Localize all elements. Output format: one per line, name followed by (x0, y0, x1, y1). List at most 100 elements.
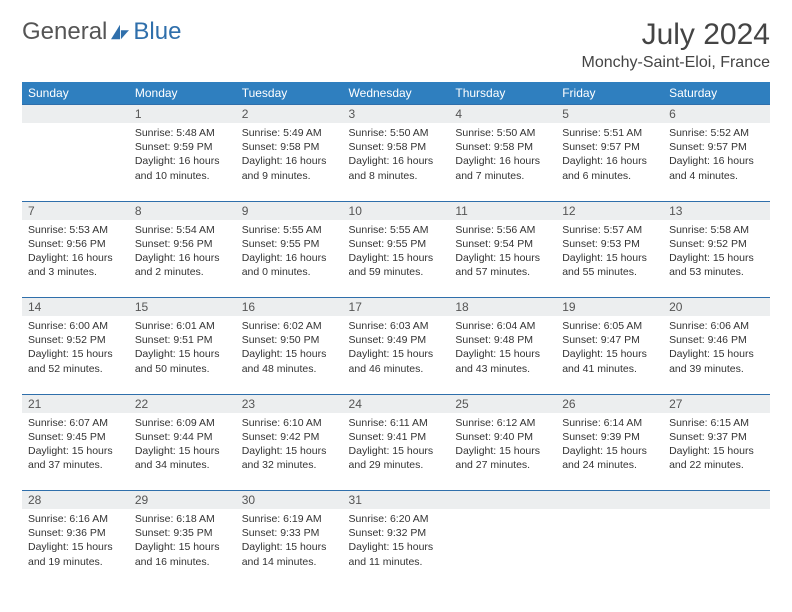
daylight-text: Daylight: 15 hours and 57 minutes. (455, 251, 550, 279)
sunrise-text: Sunrise: 6:20 AM (349, 512, 444, 526)
day-header: Monday (129, 82, 236, 105)
day-header: Tuesday (236, 82, 343, 105)
logo-sail-icon (109, 23, 131, 41)
sunrise-text: Sunrise: 6:10 AM (242, 416, 337, 430)
day-details-cell: Sunrise: 6:18 AMSunset: 9:35 PMDaylight:… (129, 509, 236, 587)
sunset-text: Sunset: 9:49 PM (349, 333, 444, 347)
day-header: Friday (556, 82, 663, 105)
day-details-cell: Sunrise: 5:58 AMSunset: 9:52 PMDaylight:… (663, 220, 770, 298)
daynum-row: 14151617181920 (22, 298, 770, 317)
day-number-cell (22, 105, 129, 124)
day-details-cell: Sunrise: 6:07 AMSunset: 9:45 PMDaylight:… (22, 413, 129, 491)
daylight-text: Daylight: 15 hours and 16 minutes. (135, 540, 230, 568)
details-row: Sunrise: 6:07 AMSunset: 9:45 PMDaylight:… (22, 413, 770, 491)
sunset-text: Sunset: 9:42 PM (242, 430, 337, 444)
sunrise-text: Sunrise: 5:51 AM (562, 126, 657, 140)
daylight-text: Daylight: 15 hours and 14 minutes. (242, 540, 337, 568)
daylight-text: Daylight: 15 hours and 27 minutes. (455, 444, 550, 472)
sunset-text: Sunset: 9:52 PM (669, 237, 764, 251)
sunrise-text: Sunrise: 6:02 AM (242, 319, 337, 333)
sunrise-text: Sunrise: 5:50 AM (349, 126, 444, 140)
day-number-cell: 6 (663, 105, 770, 124)
day-details-cell: Sunrise: 6:20 AMSunset: 9:32 PMDaylight:… (343, 509, 450, 587)
sunrise-text: Sunrise: 6:15 AM (669, 416, 764, 430)
sunrise-text: Sunrise: 6:05 AM (562, 319, 657, 333)
sunset-text: Sunset: 9:56 PM (135, 237, 230, 251)
sunset-text: Sunset: 9:53 PM (562, 237, 657, 251)
day-details-cell: Sunrise: 6:12 AMSunset: 9:40 PMDaylight:… (449, 413, 556, 491)
logo: General Blue (22, 18, 181, 46)
day-number-cell (556, 491, 663, 510)
sunset-text: Sunset: 9:47 PM (562, 333, 657, 347)
day-number-cell: 23 (236, 394, 343, 413)
day-details-cell: Sunrise: 5:48 AMSunset: 9:59 PMDaylight:… (129, 123, 236, 201)
daylight-text: Daylight: 16 hours and 6 minutes. (562, 154, 657, 182)
day-number-cell: 20 (663, 298, 770, 317)
day-number-cell: 27 (663, 394, 770, 413)
daylight-text: Daylight: 15 hours and 48 minutes. (242, 347, 337, 375)
sunrise-text: Sunrise: 5:55 AM (349, 223, 444, 237)
sunrise-text: Sunrise: 5:52 AM (669, 126, 764, 140)
day-details-cell (663, 509, 770, 587)
daylight-text: Daylight: 15 hours and 19 minutes. (28, 540, 123, 568)
sunset-text: Sunset: 9:51 PM (135, 333, 230, 347)
sunset-text: Sunset: 9:58 PM (349, 140, 444, 154)
day-number-cell: 26 (556, 394, 663, 413)
daylight-text: Daylight: 15 hours and 55 minutes. (562, 251, 657, 279)
sunrise-text: Sunrise: 6:07 AM (28, 416, 123, 430)
daylight-text: Daylight: 15 hours and 22 minutes. (669, 444, 764, 472)
day-number-cell: 10 (343, 201, 450, 220)
sunrise-text: Sunrise: 6:19 AM (242, 512, 337, 526)
day-details-cell: Sunrise: 6:16 AMSunset: 9:36 PMDaylight:… (22, 509, 129, 587)
day-details-cell: Sunrise: 6:06 AMSunset: 9:46 PMDaylight:… (663, 316, 770, 394)
day-details-cell: Sunrise: 5:50 AMSunset: 9:58 PMDaylight:… (449, 123, 556, 201)
day-number-cell: 13 (663, 201, 770, 220)
sunset-text: Sunset: 9:56 PM (28, 237, 123, 251)
sunrise-text: Sunrise: 5:55 AM (242, 223, 337, 237)
day-details-cell: Sunrise: 6:15 AMSunset: 9:37 PMDaylight:… (663, 413, 770, 491)
day-details-cell: Sunrise: 5:53 AMSunset: 9:56 PMDaylight:… (22, 220, 129, 298)
daylight-text: Daylight: 15 hours and 53 minutes. (669, 251, 764, 279)
sunrise-text: Sunrise: 6:18 AM (135, 512, 230, 526)
day-number-cell: 11 (449, 201, 556, 220)
day-details-cell: Sunrise: 5:57 AMSunset: 9:53 PMDaylight:… (556, 220, 663, 298)
sunset-text: Sunset: 9:58 PM (455, 140, 550, 154)
daylight-text: Daylight: 16 hours and 8 minutes. (349, 154, 444, 182)
day-details-cell: Sunrise: 6:09 AMSunset: 9:44 PMDaylight:… (129, 413, 236, 491)
day-number-cell: 5 (556, 105, 663, 124)
day-header: Thursday (449, 82, 556, 105)
sunset-text: Sunset: 9:48 PM (455, 333, 550, 347)
daylight-text: Daylight: 15 hours and 52 minutes. (28, 347, 123, 375)
sunset-text: Sunset: 9:44 PM (135, 430, 230, 444)
daylight-text: Daylight: 15 hours and 39 minutes. (669, 347, 764, 375)
day-number-cell: 4 (449, 105, 556, 124)
daylight-text: Daylight: 15 hours and 24 minutes. (562, 444, 657, 472)
sunset-text: Sunset: 9:32 PM (349, 526, 444, 540)
day-number-cell: 19 (556, 298, 663, 317)
day-number-cell: 25 (449, 394, 556, 413)
day-details-cell: Sunrise: 5:51 AMSunset: 9:57 PMDaylight:… (556, 123, 663, 201)
daylight-text: Daylight: 15 hours and 50 minutes. (135, 347, 230, 375)
sunrise-text: Sunrise: 6:06 AM (669, 319, 764, 333)
daynum-row: 78910111213 (22, 201, 770, 220)
daylight-text: Daylight: 16 hours and 9 minutes. (242, 154, 337, 182)
sunrise-text: Sunrise: 5:58 AM (669, 223, 764, 237)
daylight-text: Daylight: 15 hours and 11 minutes. (349, 540, 444, 568)
day-number-cell: 22 (129, 394, 236, 413)
day-details-cell (556, 509, 663, 587)
sunset-text: Sunset: 9:52 PM (28, 333, 123, 347)
daylight-text: Daylight: 16 hours and 0 minutes. (242, 251, 337, 279)
sunset-text: Sunset: 9:33 PM (242, 526, 337, 540)
day-details-cell: Sunrise: 5:49 AMSunset: 9:58 PMDaylight:… (236, 123, 343, 201)
sunrise-text: Sunrise: 6:11 AM (349, 416, 444, 430)
day-number-cell: 15 (129, 298, 236, 317)
day-number-cell: 21 (22, 394, 129, 413)
day-header: Sunday (22, 82, 129, 105)
daylight-text: Daylight: 16 hours and 4 minutes. (669, 154, 764, 182)
page: General Blue July 2024 Monchy-Saint-Eloi… (0, 0, 792, 605)
day-number-cell: 30 (236, 491, 343, 510)
sunrise-text: Sunrise: 5:53 AM (28, 223, 123, 237)
daylight-text: Daylight: 15 hours and 43 minutes. (455, 347, 550, 375)
day-number-cell: 14 (22, 298, 129, 317)
day-number-cell: 8 (129, 201, 236, 220)
